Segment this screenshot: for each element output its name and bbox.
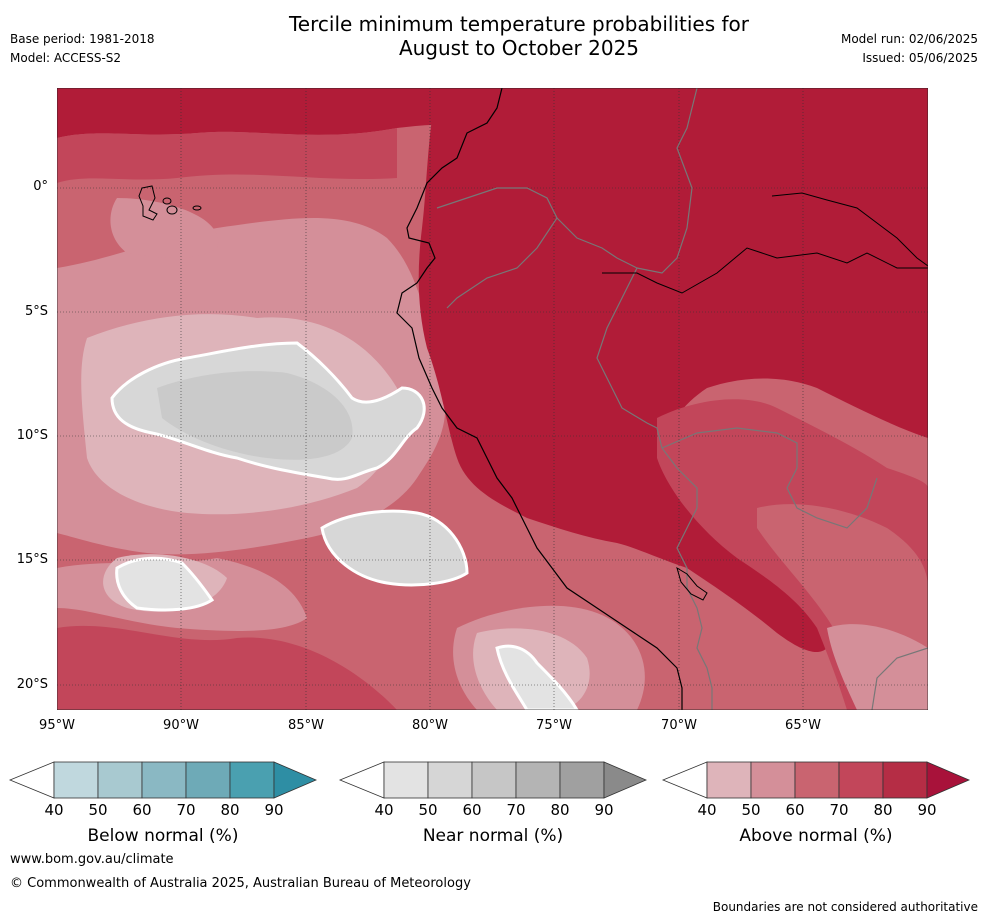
colorbar-above-max-arrow xyxy=(926,761,971,799)
colorbar-tick-label: 80 xyxy=(220,801,240,819)
lon-label-90w: 90°W xyxy=(163,718,199,733)
colorbar-segment xyxy=(427,761,473,799)
colorbar-tick-label: 70 xyxy=(506,801,526,819)
amazon-river xyxy=(602,247,928,294)
colorbar-below-label: Below normal (%) xyxy=(87,826,239,846)
border-paraguay xyxy=(871,647,928,710)
region-near-50-central xyxy=(320,509,469,587)
lon-label-65w: 65°W xyxy=(785,718,821,733)
gridlines xyxy=(57,88,928,710)
region-above-60-land-south xyxy=(827,624,928,710)
colorbar-near-max-arrow xyxy=(603,761,648,799)
border-bolivia xyxy=(661,427,878,529)
colorbar-segment xyxy=(185,761,231,799)
colorbar-tick-label: 50 xyxy=(88,801,108,819)
region-above-60-north xyxy=(110,198,219,258)
colorbar-segment xyxy=(794,761,840,799)
region-above-80-southwest xyxy=(57,625,397,710)
region-near-40-coast xyxy=(495,644,579,710)
colorbar-segment xyxy=(53,761,99,799)
colorbar-below-max-arrow xyxy=(273,761,318,799)
colorbar-above-min-arrow xyxy=(661,761,708,799)
colorbar-segment xyxy=(882,761,928,799)
coastline xyxy=(396,88,683,710)
colorbar-segment xyxy=(141,761,187,799)
colorbar-tick-label: 80 xyxy=(873,801,893,819)
lake-titicaca xyxy=(676,566,708,601)
border-peru-brazil xyxy=(596,267,698,588)
copyright-text: © Commonwealth of Australia 2025, Austra… xyxy=(10,876,471,891)
lon-label-70w: 70°W xyxy=(661,718,697,733)
border-colombia xyxy=(556,88,698,274)
colorbar-segment xyxy=(559,761,605,799)
lon-label-75w: 75°W xyxy=(536,718,572,733)
lat-label-5s: 5°S xyxy=(24,304,48,319)
title-line-1: Tercile minimum temperature probabilitie… xyxy=(288,12,750,36)
colorbar-tick-label: 40 xyxy=(44,801,64,819)
colorbar-near xyxy=(338,761,648,799)
region-near-40-south xyxy=(115,556,215,612)
colorbar-above xyxy=(661,761,971,799)
website-link[interactable]: www.bom.gov.au/climate xyxy=(10,852,174,867)
colorbar-below xyxy=(8,761,318,799)
lat-label-10s: 10°S xyxy=(16,428,48,443)
lon-label-95w: 95°W xyxy=(39,718,75,733)
colorbar-tick-label: 80 xyxy=(550,801,570,819)
colorbar-tick-label: 60 xyxy=(132,801,152,819)
border-chile-bolivia xyxy=(686,587,713,710)
colorbar-tick-label: 40 xyxy=(697,801,717,819)
colorbar-above-label: Above normal (%) xyxy=(739,826,893,846)
colorbar-segment xyxy=(471,761,517,799)
colorbar-below-min-arrow xyxy=(8,761,55,799)
colorbar-segment xyxy=(750,761,796,799)
colorbar-tick-label: 50 xyxy=(741,801,761,819)
colorbar-near-label: Near normal (%) xyxy=(422,826,564,846)
model-text: Model: ACCESS-S2 xyxy=(10,51,122,65)
lat-label-15s: 15°S xyxy=(16,552,48,567)
model-run-text: Model run: 02/06/2025 xyxy=(840,32,978,46)
galapagos-islands xyxy=(138,185,202,221)
region-near-60-west xyxy=(157,371,353,460)
region-above-90-land xyxy=(418,88,928,653)
colorbar-tick-label: 90 xyxy=(594,801,614,819)
colorbar-segment xyxy=(97,761,143,799)
chart-title: Tercile minimum temperature probabilitie… xyxy=(219,12,819,60)
colorbar-tick-label: 70 xyxy=(176,801,196,819)
region-above-80-north xyxy=(57,128,397,183)
colorbar-segment xyxy=(706,761,752,799)
colorbar-segment xyxy=(229,761,275,799)
colorbar-segment xyxy=(383,761,429,799)
base-period-text: Base period: 1981-2018 xyxy=(10,32,155,46)
colorbar-tick-label: 90 xyxy=(264,801,284,819)
lat-label-0: 0° xyxy=(33,179,48,194)
issued-text: Issued: 05/06/2025 xyxy=(862,51,978,65)
disclaimer-text: Boundaries are not considered authoritat… xyxy=(712,900,978,914)
title-line-2: August to October 2025 xyxy=(398,36,640,60)
lon-label-85w: 85°W xyxy=(288,718,324,733)
lat-label-20s: 20°S xyxy=(16,677,48,692)
river-north xyxy=(771,192,928,267)
colorbar-segment xyxy=(838,761,884,799)
lon-label-80w: 80°W xyxy=(412,718,448,733)
colorbar-tick-label: 60 xyxy=(785,801,805,819)
colorbar-tick-label: 60 xyxy=(462,801,482,819)
colorbar-tick-label: 70 xyxy=(829,801,849,819)
colorbar-tick-label: 50 xyxy=(418,801,438,819)
colorbar-near-min-arrow xyxy=(338,761,385,799)
colorbar-tick-label: 90 xyxy=(917,801,937,819)
probability-map xyxy=(57,88,928,710)
colorbar-segment xyxy=(515,761,561,799)
colorbar-tick-label: 40 xyxy=(374,801,394,819)
